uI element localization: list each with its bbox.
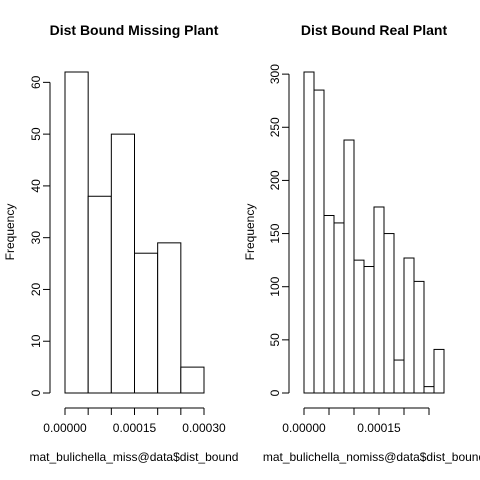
y-tick-label: 30 [29,231,43,245]
histogram-bar [135,253,158,393]
y-axis-missing: 0 10 20 30 40 50 60 [29,75,50,396]
x-axis-label-real: mat_bulichella_nomiss@data$dist_bound [263,450,480,464]
y-tick-label: 60 [29,75,43,89]
chart-title-missing: Dist Bound Missing Plant [50,22,219,38]
histogram-bar [181,367,204,393]
chart-title-real: Dist Bound Real Plant [301,22,448,38]
x-axis-missing: 0.00000 0.00015 0.00030 [43,408,226,435]
y-tick-label: 200 [268,170,282,190]
histogram-bar [384,234,394,393]
histogram-bar [111,134,134,393]
y-axis-label-real: Frequency [243,204,257,261]
x-tick-label: 0.00000 [43,421,87,435]
y-tick-label: 40 [29,179,43,193]
bars-missing [65,72,204,393]
x-tick-label: 0.00030 [182,421,226,435]
y-tick-label: 20 [29,282,43,296]
panel-real-plant: Dist Bound Real Plant mat_bulichella_nom… [243,22,480,464]
histogram-bar [65,72,88,393]
histogram-bar [304,72,314,393]
y-axis-real: 0 50 100 150 200 250 300 [268,64,289,397]
y-tick-label: 10 [29,334,43,348]
histogram-bar [344,140,354,393]
y-tick-label: 0 [268,389,282,396]
x-tick-label: 0.00015 [113,421,157,435]
x-axis-label-missing: mat_bulichella_miss@data$dist_bound [30,450,239,464]
histogram-bar [158,243,181,393]
histogram-bar [364,267,374,393]
histogram-bar [394,360,404,393]
bars-real [304,72,444,393]
y-tick-label: 0 [29,389,43,396]
histogram-bar [88,196,111,393]
x-axis-real: 0.00000 0.00015 [282,408,429,435]
y-tick-label: 300 [268,64,282,84]
histogram-bar [324,215,334,393]
panel-missing-plant: Dist Bound Missing Plant mat_bulichella_… [3,22,238,464]
histogram-bar [414,281,424,393]
histogram-bar [354,260,364,393]
y-axis-label-missing: Frequency [3,204,17,261]
x-tick-label: 0.00000 [282,421,326,435]
y-tick-label: 50 [268,333,282,347]
histogram-bar [374,207,384,393]
y-tick-label: 50 [29,127,43,141]
histogram-bar [404,258,414,393]
histogram-bar [434,349,444,393]
y-tick-label: 100 [268,276,282,296]
x-tick-label: 0.00015 [357,421,401,435]
histogram-bar [334,223,344,393]
y-tick-label: 150 [268,223,282,243]
histogram-bar [314,90,324,393]
histogram-bar [424,387,434,393]
y-tick-label: 250 [268,117,282,137]
